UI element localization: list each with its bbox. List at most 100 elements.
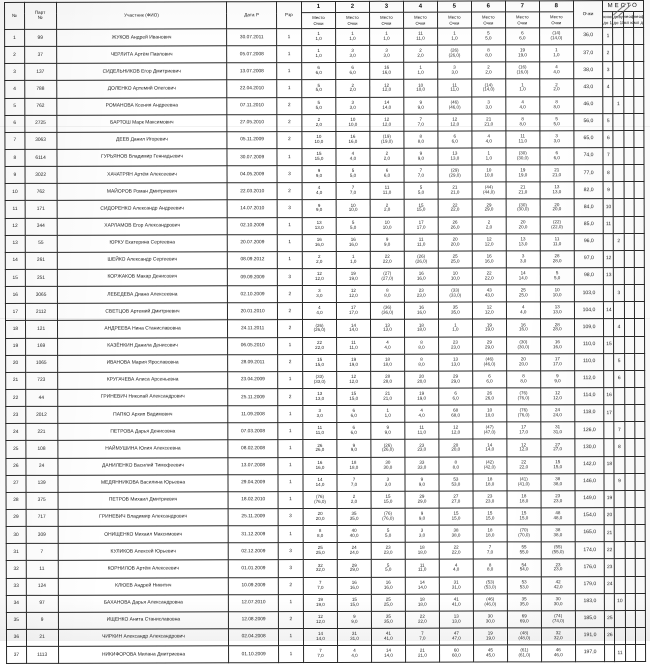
stage-points: 17,0 (349, 310, 358, 316)
table-row: 14 261 ШЕЙКО Александр Сергеевич 08.09.2012… (5, 250, 645, 270)
cell-n: 15 (5, 269, 26, 287)
cell-place-girls: 2 (613, 233, 624, 251)
cell-stage-4: 33 33,0 (404, 456, 439, 474)
stage-points: 9,0 (315, 207, 323, 213)
cell-place-boys: 18 (604, 456, 615, 474)
cell-stage-4: 23 23,0 (404, 439, 439, 457)
header-stage-2: 2 (335, 1, 370, 13)
stage-points: 18,0 (519, 498, 529, 504)
cell-stage-1: 4 4,0 (302, 182, 337, 200)
stage-points: 10,0 (348, 207, 358, 213)
cell-n: 22 (5, 389, 26, 407)
cell-stage-8: 5 5,0 (540, 267, 575, 285)
cell-fio: НАЙМУШИНА Юлия Алексеевна (57, 440, 229, 458)
cell-stage-3: (26) (26,0) (370, 439, 405, 457)
cell-place-unof-girls (633, 147, 645, 165)
cell-stage-4: 7 7,0 (403, 113, 438, 132)
cell-date: 05.07.2008 (227, 45, 277, 64)
stage-points: 2,0 (485, 69, 492, 75)
cell-date: 02.10.2009 (227, 285, 278, 304)
cell-stage-2: 2 2,0 (337, 491, 372, 509)
stage-points: 1,0 (553, 52, 560, 58)
stage-points: 18,0 (485, 532, 495, 538)
cell-n: 34 (6, 595, 27, 613)
cell-fio: БАХАНОВА Дарья Александровна (57, 594, 229, 613)
cell-date: 22.03.2010 (227, 182, 277, 201)
stage-points: 2,0 (349, 87, 356, 93)
stage-points: 2,0 (553, 86, 560, 92)
cell-stage-5: 13 13,0 (439, 610, 474, 629)
stage-points: 3,0 (316, 293, 323, 299)
cell-place-unof-girls (633, 198, 645, 217)
stage-points: (44,0) (483, 189, 495, 195)
stage-points: 5,0 (417, 190, 425, 196)
stage-points: 8,0 (418, 361, 425, 367)
cell-stage-6: (46) (46,0) (473, 593, 508, 611)
cell-stage-7: (30) (30,0) (505, 199, 540, 217)
stage-points: 2,0 (485, 224, 493, 230)
cell-stage-2: 16 16,0 (336, 234, 371, 252)
stage-points: 8,0 (417, 138, 424, 144)
stage-points: 1,0 (417, 70, 424, 76)
cell-stage-4: 9 9,0 (404, 508, 440, 526)
cell-stage-7: (76) (76,0) (506, 404, 541, 423)
stage-points: 7,0 (350, 481, 358, 487)
cell-n: 21 (5, 372, 26, 390)
cell-stage-1: 6 6,0 (301, 62, 336, 80)
stage-points: (30,0) (517, 343, 530, 349)
stage-points: 21,0 (518, 189, 528, 195)
cell-stage-1: 15 15,0 (301, 148, 336, 166)
cell-stage-8: 15 15,0 (540, 456, 575, 474)
stage-points: 16,0 (416, 275, 426, 281)
stage-points: 2,0 (315, 121, 323, 127)
cell-stage-5: (29) (29,0) (437, 165, 472, 183)
cell-stage-2: 15 15,0 (337, 593, 372, 612)
stage-points: 3,0 (384, 481, 392, 487)
table-header: № Парт № Участник (ФИО) Дата Р Рзр 1 2 3… (4, 0, 644, 30)
cell-place-unof-girls (634, 524, 646, 542)
header-stage-5-sub: Место Очки (437, 12, 472, 29)
cell-place-unof-boys (623, 61, 634, 79)
cell-stage-6: (53) (53,0) (473, 576, 508, 594)
cell-raz: 2 (277, 354, 303, 372)
cell-place-unof-girls (634, 284, 645, 302)
cell-pnum: 3063 (24, 132, 57, 150)
header-stage-3-sub: Место Очки (369, 12, 404, 29)
cell-fio: ИВАНОВА Мария Ярославовна (57, 354, 229, 373)
cell-place-unof-boys (624, 576, 636, 594)
cell-stage-4: 18 18,0 (404, 319, 439, 337)
cell-stage-2: 6 6,0 (335, 62, 370, 80)
cell-pnum: 7 (25, 543, 58, 561)
stage-points: 35,0 (450, 309, 460, 315)
stage-points: 68,0 (451, 412, 461, 418)
cell-pnum: 3065 (25, 286, 57, 304)
cell-stage-5: 21 21,0 (437, 182, 472, 200)
cell-stage-3: 11 11,0 (370, 182, 405, 200)
cell-stage-1: 16 16,0 (302, 234, 337, 252)
table-row: 4 788 ДОЛЕНКО Артемий Олегович 22.04.2010 1 5… (4, 78, 644, 99)
stage-points: 15,0 (349, 395, 359, 401)
cell-pnum: 221 (25, 423, 58, 441)
table-row: 24 221 ПЕТРОВА Дарья Денисовна 07.03.2008 1 1… (5, 421, 645, 441)
cell-place-girls: 7 (614, 421, 625, 439)
cell-stage-2: 18 18,0 (336, 456, 371, 475)
cell-stage-3: 16 16,0 (371, 576, 406, 594)
stage-points: 18,0 (383, 361, 392, 367)
cell-stage-2: 40 40,0 (337, 525, 372, 543)
stage-points: 60,0 (452, 652, 461, 658)
stage-points: 23,0 (416, 292, 426, 298)
stage-points: 10,0 (314, 138, 324, 144)
cell-stage-2: 3 3,0 (335, 45, 370, 63)
cell-raz: 1 (276, 79, 302, 98)
cell-place-unof-boys (623, 96, 634, 114)
place-boys-line1: юноши (603, 14, 614, 20)
cell-stage-5: 25 25,0 (438, 250, 473, 269)
stage-points: 1,0 (350, 258, 357, 264)
cell-place-unof-girls (634, 267, 645, 285)
cell-stage-6: 10 10,0 (472, 405, 507, 423)
cell-raz: 3 (277, 542, 304, 561)
cell-raz: 3 (276, 165, 303, 183)
table-row: 12 344 ХАРЛАМОВ Егор Александрович 02.10.20… (5, 216, 645, 236)
cell-date: 02.10.2009 (227, 217, 278, 235)
cell-stage-3: 23 23,0 (371, 542, 406, 560)
